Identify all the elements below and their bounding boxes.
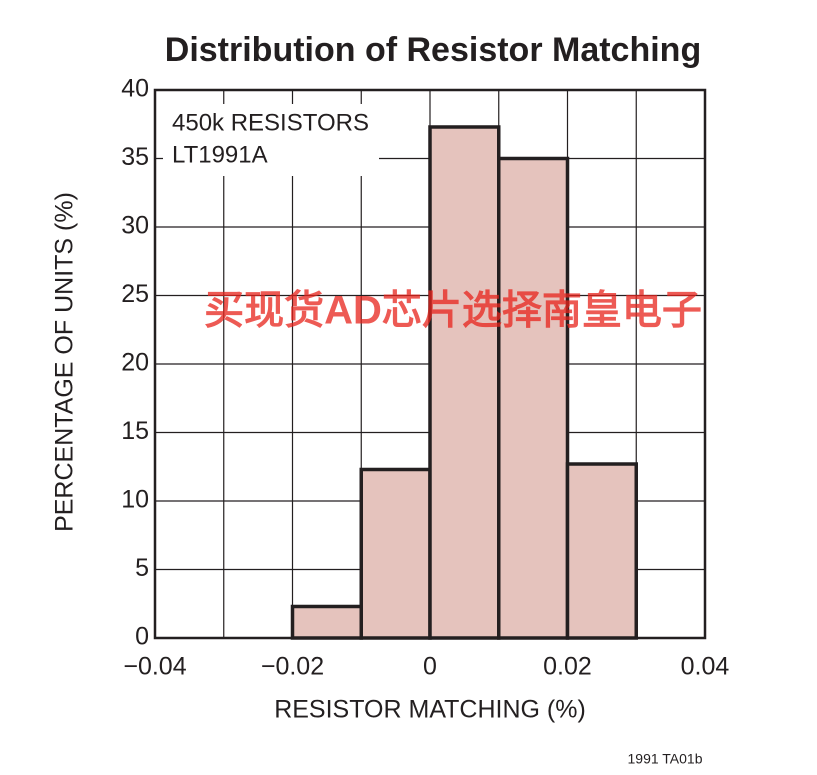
plot-frame — [153, 88, 707, 640]
y-tick-label: 15 — [121, 417, 149, 445]
bar — [359, 467, 432, 640]
y-tick-label: 40 — [121, 75, 149, 103]
bar — [428, 125, 501, 640]
y-tick-label: 35 — [121, 143, 149, 171]
chart-title: Distribution of Resistor Matching — [165, 31, 701, 69]
x-axis-label: RESISTOR MATCHING (%) — [274, 696, 586, 724]
annotation: LT1991A — [172, 141, 268, 168]
x-tick-label: −0.04 — [123, 653, 186, 681]
y-tick-label: 20 — [121, 349, 149, 377]
watermark: 买现货AD芯片选择南皇电子 — [204, 289, 702, 333]
x-tick-label: −0.02 — [261, 653, 324, 681]
y-tick-label: 0 — [135, 623, 149, 651]
bar — [565, 462, 638, 640]
y-tick-label: 30 — [121, 212, 149, 240]
x-tick-label: 0.04 — [681, 653, 730, 681]
bar — [497, 156, 570, 640]
annotation: 450k RESISTORS — [172, 109, 369, 136]
x-tick-label: 0.02 — [543, 653, 592, 681]
y-axis-label: PERCENTAGE OF UNITS (%) — [51, 192, 79, 532]
annotation-background — [163, 104, 379, 176]
footnote: 1991 TA01b — [628, 751, 703, 767]
y-tick-label: 5 — [135, 554, 149, 582]
x-tick-label: 0 — [423, 653, 437, 681]
y-tick-label: 25 — [121, 280, 149, 308]
y-tick-label: 10 — [121, 486, 149, 514]
bar — [290, 604, 363, 640]
